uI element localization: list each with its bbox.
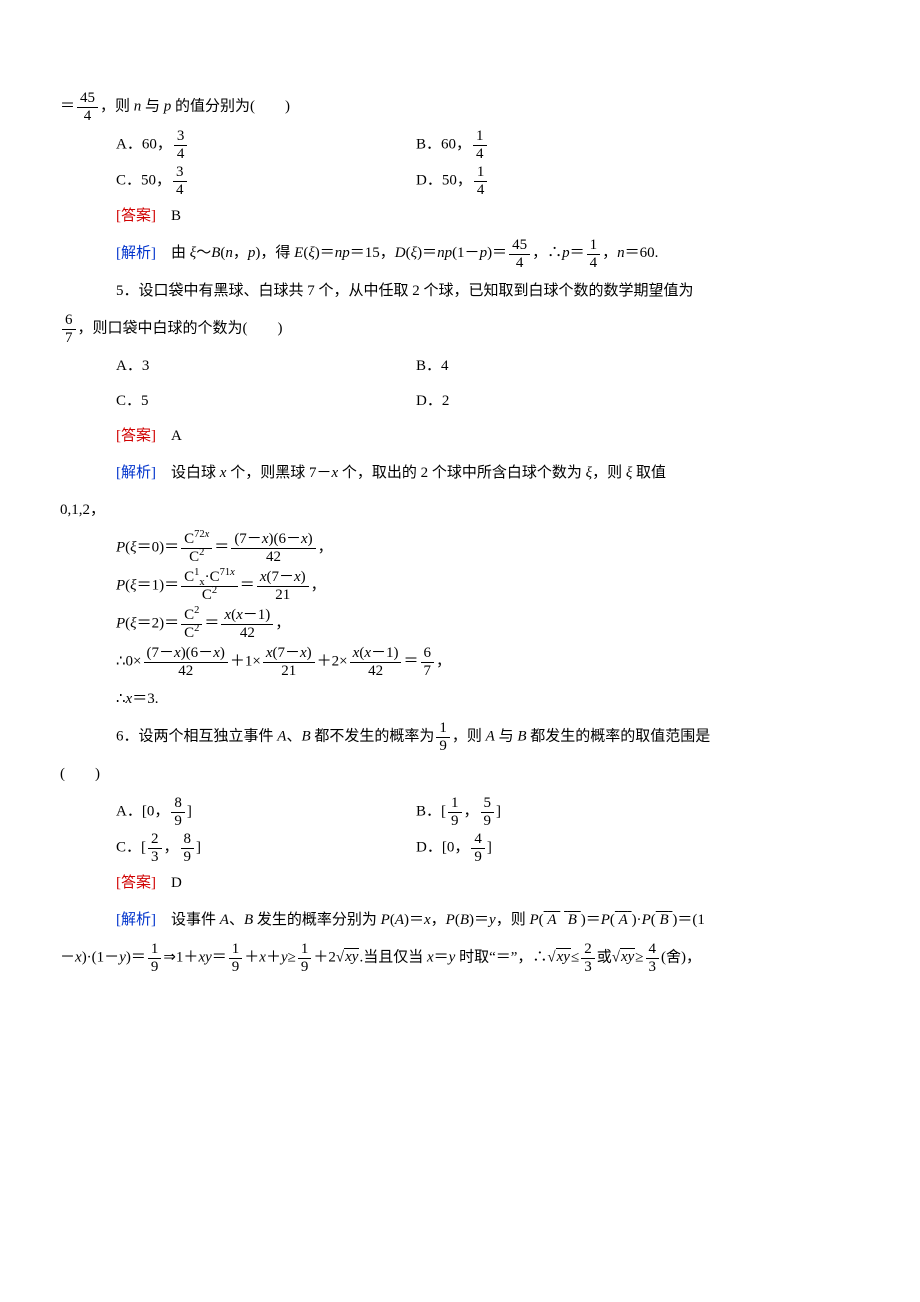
q6-stem2: ( ) <box>60 758 860 791</box>
q4-analysis-text: 由 ξ～B(n，p)，得 E(ξ)＝np＝15，D(ξ)＝np(1－p)＝454… <box>156 245 658 261</box>
q6-option-a: A．[0，89] <box>116 795 416 829</box>
q5-analysis-text1: 设白球 x 个，则黑球 7－x 个，取出的 2 个球中所含白球个数为 ξ，则 ξ… <box>156 465 666 481</box>
q5-answer-value: A <box>156 428 182 444</box>
q5-stem2: 67，则口袋中白球的个数为( ) <box>60 312 860 346</box>
q5-options-row1: A．3 B．4 <box>60 350 860 383</box>
q6-analysis-text1: 设事件 A、B 发生的概率分别为 P(A)＝x，P(B)＝y，则 P( A B … <box>156 912 705 928</box>
q4-options-row1: A．60，34 B．60，14 <box>60 128 860 162</box>
q6-answer: [答案] D <box>60 867 860 900</box>
q5-result: ∴x＝3. <box>60 683 860 716</box>
q5-p1: P(ξ＝1)＝C1x·C71xC2＝x(7－x)21， <box>60 569 860 603</box>
q4-analysis: [解析] 由 ξ～B(n，p)，得 E(ξ)＝np＝15，D(ξ)＝np(1－p… <box>60 237 860 271</box>
q4-option-d: D．50，14 <box>416 164 860 198</box>
q6-option-b: B．[19，59] <box>416 795 860 829</box>
q5-analysis-2: 0,1,2， <box>60 494 860 527</box>
q5-option-d: D．2 <box>416 385 860 418</box>
q6-options-row1: A．[0，89] B．[19，59] <box>60 795 860 829</box>
answer-label: [答案] <box>116 428 156 444</box>
answer-label: [答案] <box>116 875 156 891</box>
analysis-label: [解析] <box>116 245 156 261</box>
analysis-label: [解析] <box>116 465 156 481</box>
q5-p0: P(ξ＝0)＝C72xC2＝(7－x)(6－x)42， <box>60 531 860 565</box>
q5-option-a: A．3 <box>116 350 416 383</box>
q5-analysis-1: [解析] 设白球 x 个，则黑球 7－x 个，取出的 2 个球中所含白球个数为 … <box>60 457 860 490</box>
q6-option-d: D．[0，49] <box>416 831 860 865</box>
q6-answer-value: D <box>156 875 182 891</box>
analysis-label: [解析] <box>116 912 156 928</box>
q4-option-b: B．60，14 <box>416 128 860 162</box>
q4-answer: [答案] B <box>60 200 860 233</box>
q4-options-row2: C．50，34 D．50，14 <box>60 164 860 198</box>
q6-stem1: 6．设两个相互独立事件 A、B 都不发生的概率为19，则 A 与 B 都发生的概… <box>60 720 860 754</box>
q4-answer-value: B <box>156 208 181 224</box>
q5-options-row2: C．5 D．2 <box>60 385 860 418</box>
q4-option-c: C．50，34 <box>116 164 416 198</box>
q5-answer: [答案] A <box>60 420 860 453</box>
q4-stem-cont: ＝454，则 n 与 p 的值分别为( ) <box>60 90 860 124</box>
q5-option-c: C．5 <box>116 385 416 418</box>
q5-option-b: B．4 <box>416 350 860 383</box>
q5-stem1: 5．设口袋中有黑球、白球共 7 个，从中任取 2 个球，已知取到白球个数的数学期… <box>60 275 860 308</box>
q6-analysis-1: [解析] 设事件 A、B 发生的概率分别为 P(A)＝x，P(B)＝y，则 P(… <box>60 904 860 937</box>
answer-label: [答案] <box>116 208 156 224</box>
q5-p2: P(ξ＝2)＝C2C2＝x(x－1)42， <box>60 607 860 641</box>
q5-expect: ∴0×(7－x)(6－x)42＋1×x(7－x)21＋2×x(x－1)42＝67… <box>60 645 860 679</box>
q6-option-c: C．[23，89] <box>116 831 416 865</box>
q6-options-row2: C．[23，89] D．[0，49] <box>60 831 860 865</box>
q4-option-a: A．60，34 <box>116 128 416 162</box>
q6-analysis-2: －x)·(1－y)＝19⇒1＋xy＝19＋x＋y≥19＋2√xy.当且仅当 x＝… <box>60 941 860 975</box>
